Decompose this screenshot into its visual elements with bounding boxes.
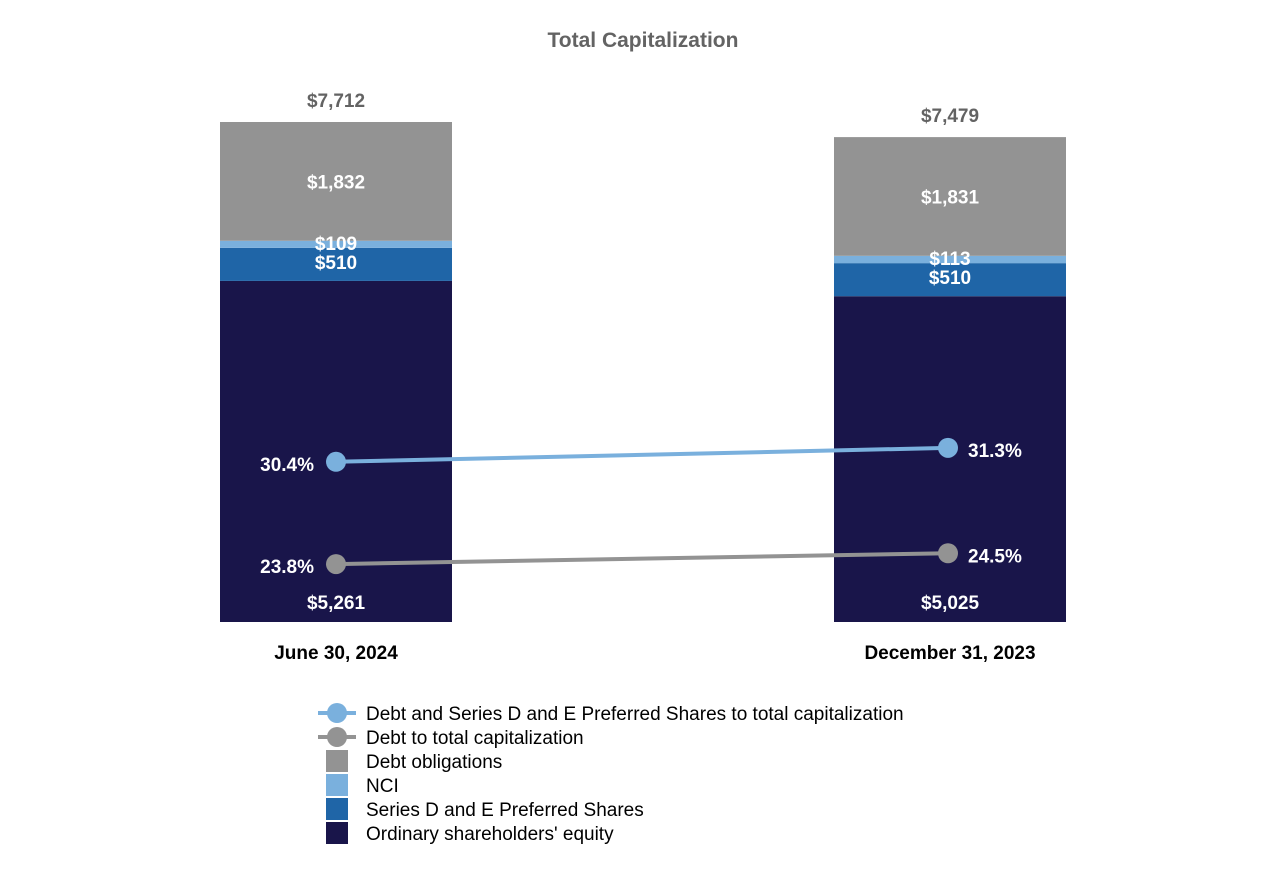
value-label-nci-0: $109 xyxy=(315,234,357,255)
legend-label: Ordinary shareholders' equity xyxy=(366,824,614,845)
point-debt-to-total-capitalization-1 xyxy=(938,543,958,564)
legend-label: Debt obligations xyxy=(366,752,502,773)
legend-label: Series D and E Preferred Shares xyxy=(366,800,644,821)
total-label-0: $7,712 xyxy=(307,91,365,112)
legend-label: Debt and Series D and E Preferred Shares… xyxy=(366,704,904,725)
bar-series-d-and-e-preferred-shares-1 xyxy=(834,263,1066,297)
value-label-debt-obligations-1: $1,831 xyxy=(921,187,980,208)
legend-box-swatch xyxy=(326,750,348,772)
legend-box-swatch xyxy=(326,822,348,844)
legend-box-swatch xyxy=(326,774,348,796)
legend: Debt and Series D and E Preferred Shares… xyxy=(318,703,904,845)
legend-box-swatch xyxy=(326,798,348,820)
pct-label-debt-and-series-d-and-e-preferred-shares-to-total-capitalization-1: 31.3% xyxy=(968,441,1022,462)
total-label-1: $7,479 xyxy=(921,106,979,127)
category-axis-labels: June 30, 2024 December 31, 2023 xyxy=(274,643,1035,664)
legend-item-series-d-and-e-preferred-shares: Series D and E Preferred Shares xyxy=(326,798,644,821)
pct-label-debt-and-series-d-and-e-preferred-shares-to-total-capitalization-0: 30.4% xyxy=(260,455,314,476)
line-debt-and-series-d-and-e-preferred-shares-to-total-capitalization xyxy=(335,445,949,464)
bar-nci-0 xyxy=(220,240,452,248)
bar-series-d-and-e-preferred-shares-0 xyxy=(220,247,452,281)
legend-marker-swatch xyxy=(327,703,347,723)
category-label-0: June 30, 2024 xyxy=(274,643,398,664)
pct-label-debt-to-total-capitalization-1: 24.5% xyxy=(968,546,1022,567)
legend-marker-swatch xyxy=(327,727,347,747)
legend-item-nci: NCI xyxy=(326,774,399,797)
value-label-debt-obligations-0: $1,832 xyxy=(307,172,365,193)
bar-ordinary-shareholders-equity-1 xyxy=(834,296,1066,622)
legend-item-debt-and-series-d-and-e-preferred-shares-to-total-capitalization: Debt and Series D and E Preferred Shares… xyxy=(318,703,904,725)
category-label-1: December 31, 2023 xyxy=(864,643,1035,664)
value-label-ordinary-shareholders-equity-1: $5,025 xyxy=(921,593,980,614)
legend-item-debt-obligations: Debt obligations xyxy=(326,750,502,773)
legend-label: NCI xyxy=(366,776,399,797)
value-label-series-d-and-e-preferred-shares-0: $510 xyxy=(315,253,357,274)
point-debt-and-series-d-and-e-preferred-shares-to-total-capitalization-0 xyxy=(326,451,346,472)
line-debt-to-total-capitalization xyxy=(335,551,949,567)
value-label-nci-1: $113 xyxy=(929,249,970,270)
bar-debt-obligations-1 xyxy=(834,137,1066,256)
pct-label-debt-to-total-capitalization-0: 23.8% xyxy=(260,557,314,578)
legend-item-debt-to-total-capitalization: Debt to total capitalization xyxy=(318,727,584,749)
chart-title: Total Capitalization xyxy=(548,29,739,52)
bar-nci-1 xyxy=(834,255,1066,264)
ratio-lines: 30.4% 31.3% 23.8% 24.5% xyxy=(260,437,1022,578)
bar-debt-obligations-0 xyxy=(220,122,452,241)
legend-label: Debt to total capitalization xyxy=(366,728,584,749)
point-debt-and-series-d-and-e-preferred-shares-to-total-capitalization-1 xyxy=(938,437,958,458)
value-label-series-d-and-e-preferred-shares-1: $510 xyxy=(929,268,971,289)
point-debt-to-total-capitalization-0 xyxy=(326,554,346,575)
value-label-ordinary-shareholders-equity-0: $5,261 xyxy=(307,593,366,614)
bar-stacks: $5,261$510$109$1,832$7,712$5,025$510$113… xyxy=(220,91,1066,622)
legend-item-ordinary-shareholders-equity: Ordinary shareholders' equity xyxy=(326,822,614,845)
